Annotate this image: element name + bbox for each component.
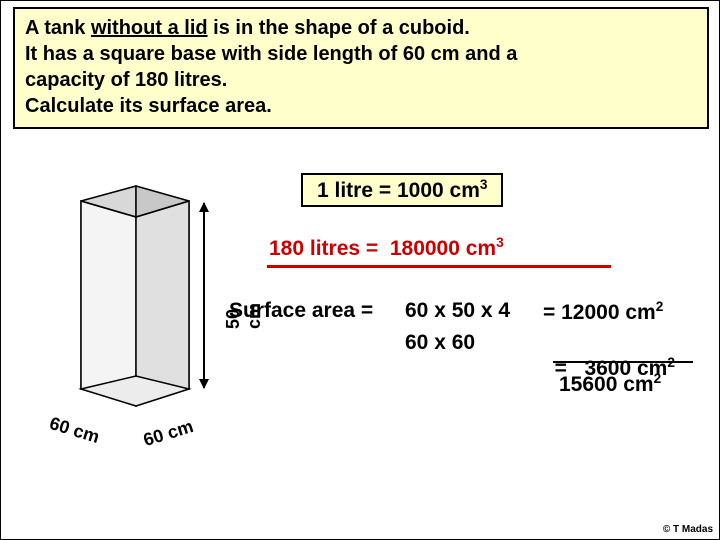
problem-l4: Calculate its surface area. <box>25 95 272 117</box>
step1-underline <box>267 265 611 268</box>
step1-lhs: 180 litres = <box>269 237 378 260</box>
cuboid-diagram: 50 cm 60 cm 60 cm <box>21 181 251 471</box>
step1-rhs: 180000 cm <box>390 237 496 260</box>
surface-row1-calc: 60 x 50 x 4 <box>405 299 510 323</box>
dim-height: 50 cm <box>223 301 265 329</box>
surface-total-exp: 2 <box>654 371 662 386</box>
problem-l1b: without a lid <box>91 17 208 39</box>
conversion-box: 1 litre = 1000 cm3 <box>301 173 503 207</box>
problem-l1c: is in the shape of a cuboid. <box>208 17 470 39</box>
problem-box: A tank without a lid is in the shape of … <box>13 7 709 129</box>
problem-l2: It has a square base with side length of… <box>25 43 517 65</box>
surface-row2-calc: 60 x 60 <box>405 331 475 355</box>
problem-l1a: A tank <box>25 17 91 39</box>
height-arrow <box>203 203 205 388</box>
surface-row1-eq-text: = 12000 cm <box>543 301 656 324</box>
copyright: © T Madas <box>663 524 713 535</box>
surface-row1-exp: 2 <box>656 299 664 314</box>
surface-row2-calc-text: 60 x 60 <box>405 331 475 354</box>
conversion-exp: 3 <box>480 177 488 192</box>
problem-l3: capacity of 180 litres. <box>25 69 227 91</box>
surface-row1-eq: = 12000 cm2 <box>543 299 663 325</box>
conversion-text: 1 litre = 1000 cm <box>317 179 480 202</box>
surface-row1-calc-text: 60 x 50 x 4 <box>405 299 510 322</box>
surface-total-text: 15600 cm <box>559 373 654 396</box>
step1: 180 litres = 180000 cm3 <box>269 235 504 261</box>
step1-exp: 3 <box>496 235 504 250</box>
surface-total: 15600 cm2 <box>559 371 661 397</box>
surface-underline <box>553 361 693 363</box>
